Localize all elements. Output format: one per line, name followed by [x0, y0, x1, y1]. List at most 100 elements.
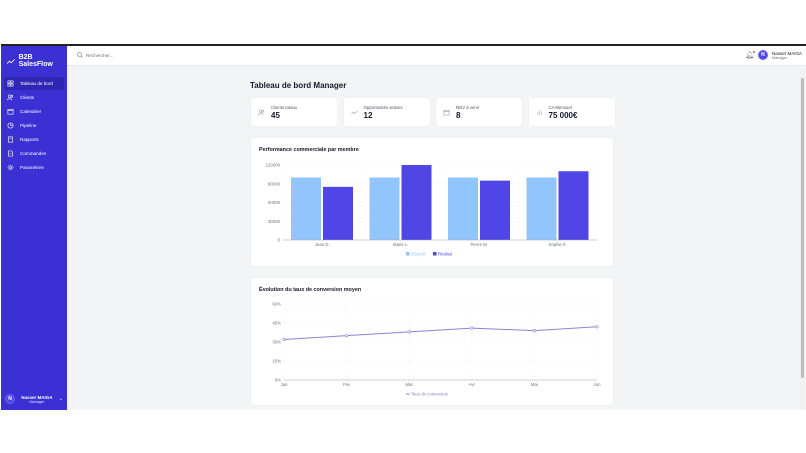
bar-réalisé [558, 171, 589, 240]
sidebar-item-label: Pipeline [20, 123, 37, 128]
stat-label: RDV à venir [456, 104, 480, 110]
page-title: Tableau de bord Manager [250, 81, 347, 90]
y-tick-label: 0% [275, 378, 281, 383]
x-tick-label: Jun [594, 382, 602, 387]
user-name: Nasser MAIGA [21, 394, 53, 400]
user-name: Nasser MAIGA [771, 50, 802, 56]
chart-title: Évolution du taux de conversion moyen [259, 287, 362, 293]
series-line [283, 326, 598, 340]
chart-title: Performance commerciale par membre [259, 147, 359, 153]
stat-card: RDV à venir 8 [436, 98, 522, 126]
sidebar-item-commandes[interactable]: Commandes [4, 147, 64, 160]
users-icon [258, 109, 265, 115]
x-tick-label: Pierre M. [471, 242, 488, 247]
stat-label: CA Mensuel [548, 104, 572, 110]
x-tick-label: Mai [531, 382, 538, 387]
trending-up-icon [7, 58, 15, 64]
data-point [407, 330, 411, 334]
legend-label: Réalisé [438, 252, 453, 257]
pie-chart-icon [7, 122, 14, 129]
y-tick-label: 45% [272, 321, 281, 326]
scrollbar-thumb[interactable] [801, 78, 804, 378]
dashboard-icon [7, 80, 14, 87]
sidebar-item-rapports[interactable]: Rapports [4, 133, 64, 146]
sidebar-item-label: Paramètres [20, 165, 44, 170]
y-tick-label: 90000 [268, 181, 281, 186]
conversion-chart-card: Évolution du taux de conversion moyen 0%… [251, 278, 613, 405]
bar-objectif [448, 177, 478, 240]
stat-value: 75 000€ [548, 110, 578, 120]
y-tick-label: 30000 [268, 219, 281, 224]
y-tick-label: 60% [272, 302, 281, 307]
data-point [470, 326, 474, 330]
bell-icon[interactable]: 🔔︎ [745, 51, 755, 59]
x-tick-label: Sophie K. [548, 242, 567, 247]
y-tick-label: 120000 [266, 163, 281, 168]
stat-value: 12 [363, 110, 373, 120]
line-chart: 0% 15% 30% 45% 60% Jan Fév Mar Avr Mai Jun Taux de … [272, 302, 602, 397]
y-tick-label: 15% [272, 359, 281, 364]
sidebar: B2B SalesFlow Tableau de bord Clients Cale… [1, 46, 67, 410]
bar-objectif [526, 177, 557, 240]
stat-card: CA Mensuel 75 000€ [528, 98, 615, 126]
search-input[interactable]: Rechercher... [77, 52, 113, 58]
data-point [595, 325, 599, 329]
stat-label: Opportunités actives [363, 104, 403, 110]
calendar-icon [443, 109, 450, 115]
sidebar-item-label: Rapports [20, 137, 39, 142]
gear-icon [7, 164, 14, 171]
bar-chart-icon [536, 109, 542, 115]
legend-label: Objectif [411, 252, 426, 257]
x-tick-label: Avr [469, 382, 476, 387]
stat-card: Clients totaux 45 [251, 98, 337, 126]
y-tick-label: 60000 [268, 200, 281, 205]
brand[interactable]: B2B SalesFlow [1, 46, 67, 76]
trending-up-icon [350, 110, 358, 114]
brand-name: B2B SalesFlow [18, 54, 53, 68]
performance-chart-card: Performance commerciale par membre 0 3000… [251, 138, 613, 266]
y-tick-label: 30% [272, 340, 281, 345]
legend-swatch [433, 252, 437, 256]
sidebar-item-label: Clients [20, 95, 35, 100]
stat-card: Opportunités actives 12 [343, 98, 430, 126]
stat-label: Clients totaux [271, 104, 298, 110]
bar-objectif [369, 177, 400, 240]
stat-value: 45 [271, 110, 280, 120]
users-icon [7, 94, 14, 101]
x-tick-label: Jan [281, 382, 289, 387]
chevron-down-icon: ⌄ [58, 396, 63, 402]
avatar[interactable]: N [757, 50, 768, 60]
bar-réalisé [401, 165, 432, 240]
sidebar-item-label: Commandes [20, 151, 47, 156]
search-icon [77, 52, 83, 58]
sidebar-item-calendrier[interactable]: Calendrier [4, 105, 64, 118]
x-tick-label: Jean D. [315, 242, 330, 247]
data-point [282, 337, 286, 342]
scrollbar[interactable] [800, 68, 805, 410]
data-point [344, 334, 349, 338]
x-tick-label: Marie L. [393, 242, 409, 247]
sidebar-item-pipeline[interactable]: Pipeline [4, 119, 64, 132]
clipboard-icon [8, 136, 13, 143]
user-role: Manager [29, 399, 45, 404]
file-icon [8, 150, 13, 157]
sidebar-item-label: Calendrier [20, 109, 42, 114]
bar-réalisé [323, 186, 353, 240]
user-role: Manager [771, 55, 787, 60]
sidebar-item-clients[interactable]: Clients [4, 91, 64, 104]
legend-label: Taux de conversion [411, 392, 449, 397]
y-tick-label: 0 [278, 238, 281, 243]
bar-chart: 0 30000 60000 90000 120000 Jean D. Marie L. Pie… [266, 163, 598, 257]
sidebar-item-tableau-de-bord[interactable]: Tableau de bord [4, 77, 64, 90]
sidebar-user-menu[interactable]: N Nasser MAIGA Manager ⌄ [5, 394, 63, 404]
legend-swatch [406, 252, 410, 256]
sidebar-item-param-tres[interactable]: Paramètres [4, 161, 64, 174]
bar-objectif [291, 177, 321, 240]
stat-value: 8 [456, 110, 461, 120]
data-point [532, 328, 537, 333]
calendar-icon [7, 109, 14, 115]
sidebar-item-label: Tableau de bord [20, 81, 53, 86]
top-bar: Rechercher... 🔔︎ N Nasser MAIGA Manager [67, 46, 806, 66]
bar-réalisé [480, 180, 510, 240]
x-tick-label: Fév [343, 382, 351, 387]
